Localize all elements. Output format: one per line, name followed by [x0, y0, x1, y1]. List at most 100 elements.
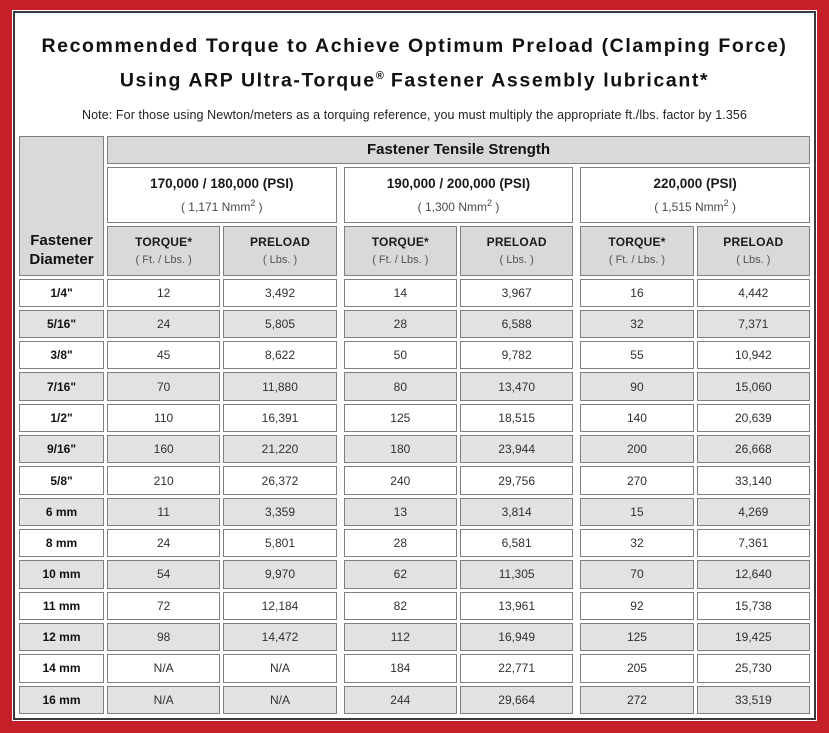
preload-value-cell: 29,664	[459, 685, 574, 714]
nmm2-text-after: )	[255, 199, 263, 214]
group-spacer	[340, 592, 341, 620]
preload-value-cell: 6,588	[459, 309, 574, 339]
torque-value-cell: 80	[343, 372, 457, 401]
group-spacer	[576, 686, 577, 714]
table-row: 3/8" 45 8,622 50 9,782 55 10,942	[19, 341, 810, 370]
group-spacer	[340, 310, 341, 338]
fastener-diameter-cell: 8 mm	[19, 529, 104, 558]
table-row: 9/16" 160 21,220 180 23,944 200 26,668	[19, 435, 810, 464]
preload-unit-label: ( Lbs. )	[499, 254, 534, 266]
torque-value-cell: 205	[580, 654, 694, 683]
group-spacer	[340, 167, 341, 223]
group-spacer	[576, 498, 577, 526]
table-row: 14 mm N/A N/A 184 22,771 205 25,730	[19, 654, 810, 683]
torque-table: Fastener Diameter Fastener Tensile Stren…	[16, 132, 813, 717]
table-row: 8 mm 24 5,801 28 6,581 32 7,361	[19, 529, 810, 558]
torque-unit-label: ( Ft. / Lbs. )	[372, 254, 429, 266]
group-spacer	[340, 466, 341, 494]
group-spacer	[576, 310, 577, 338]
preload-value-cell: 6,581	[459, 529, 574, 558]
group-spacer	[340, 341, 341, 369]
psi-group-header-2: 190,000 / 200,000 (PSI) ( 1,300 Nmm2 )	[343, 166, 574, 223]
table-body: 1/4" 12 3,492 14 3,967 16 4,442 5/16" 24 5,805 28 6…	[19, 278, 810, 714]
preload-value-cell: 20,639	[696, 403, 810, 433]
nmm2-label-1: ( 1,171 Nmm2 )	[108, 198, 336, 214]
torque-value-cell: 90	[580, 372, 694, 401]
group-spacer	[340, 372, 341, 400]
title-line2-text: Using ARP Ultra-Torque	[119, 69, 376, 92]
preload-value-cell: N/A	[223, 685, 337, 714]
preload-value-cell: 7,361	[696, 529, 810, 558]
group-spacer	[576, 529, 577, 557]
group-spacer	[576, 435, 577, 463]
fastener-diameter-cell: 1/4"	[19, 278, 104, 307]
nmm2-text-after: )	[728, 199, 737, 214]
preload-value-cell: 5,801	[223, 529, 337, 558]
preload-value-cell: 8,622	[223, 341, 337, 370]
preload-value-cell: 33,519	[696, 685, 810, 714]
preload-value-cell: 5,805	[223, 309, 337, 339]
torque-value-cell: 125	[580, 622, 694, 652]
preload-value-cell: 26,372	[223, 466, 337, 495]
group-spacer	[340, 623, 341, 651]
table-row: 5/16" 24 5,805 28 6,588 32 7,371	[19, 309, 810, 339]
preload-value-cell: 3,967	[459, 278, 574, 307]
torque-value-cell: 70	[107, 372, 221, 401]
preload-value-cell: 14,472	[223, 622, 337, 652]
torque-value-cell: 12	[107, 278, 221, 307]
fastener-diameter-cell: 9/16"	[19, 435, 104, 464]
psi-label-3: 220,000 (PSI)	[653, 175, 737, 191]
preload-value-cell: 4,269	[696, 497, 810, 526]
table-row: 11 mm 72 12,184 82 13,961 92 15,738	[19, 591, 810, 620]
torque-value-cell: 13	[343, 497, 457, 526]
preload-value-cell: 25,730	[696, 654, 810, 683]
table-row: 5/8" 210 26,372 240 29,756 270 33,140	[19, 466, 810, 495]
torque-value-cell: 210	[107, 466, 221, 495]
fastener-diameter-cell: 3/8"	[19, 341, 104, 370]
group-spacer	[340, 279, 341, 307]
nmm2-label-2: ( 1,300 Nmm2 )	[345, 198, 573, 214]
torque-unit-label: ( Ft. / Lbs. )	[608, 254, 666, 266]
group-spacer	[576, 623, 577, 651]
nmm2-superscript: 2	[486, 197, 492, 208]
torque-value-cell: 28	[343, 309, 457, 339]
preload-value-cell: 10,942	[696, 341, 810, 370]
torque-value-cell: 72	[107, 591, 221, 620]
preload-value-cell: 4,442	[696, 278, 810, 307]
torque-value-cell: 98	[107, 622, 221, 652]
torque-value-cell: 110	[107, 403, 221, 433]
group-spacer	[576, 654, 577, 682]
fastener-diameter-header-line2: Diameter	[29, 250, 94, 268]
torque-unit-label: ( Ft. / Lbs. )	[135, 254, 192, 266]
torque-value-cell: 272	[580, 685, 694, 714]
preload-value-cell: 16,391	[223, 403, 337, 433]
torque-value-cell: 28	[343, 529, 457, 558]
preload-value-cell: 19,425	[696, 622, 810, 652]
torque-value-cell: 16	[580, 278, 694, 307]
preload-value-cell: 15,060	[696, 372, 810, 401]
conversion-note: Note: For those using Newton/meters as a…	[81, 107, 747, 122]
document-panel: Recommended Torque to Achieve Optimum Pr…	[13, 11, 816, 720]
fastener-diameter-header: Fastener Diameter	[19, 135, 104, 276]
nmm2-text: ( 1,300 Nmm	[417, 199, 487, 214]
preload-value-cell: 3,492	[223, 278, 337, 307]
torque-value-cell: 55	[580, 341, 694, 370]
torque-value-cell: 140	[580, 403, 694, 433]
tensile-strength-row: Fastener Diameter Fastener Tensile Stren…	[19, 135, 810, 276]
group-spacer	[576, 466, 577, 494]
torque-value-cell: N/A	[107, 654, 221, 683]
torque-column-header-3: TORQUE* ( Ft. / Lbs. )	[580, 225, 694, 276]
torque-label: TORQUE*	[608, 235, 666, 249]
page-title-line2: Using ARP Ultra-Torque® Fastener Assembl…	[16, 61, 813, 96]
preload-column-header-1: PRELOAD ( Lbs. )	[223, 225, 337, 276]
group-spacer	[340, 435, 341, 463]
preload-value-cell: 11,880	[223, 372, 337, 401]
torque-value-cell: 82	[343, 591, 457, 620]
preload-value-cell: 26,668	[696, 435, 810, 464]
group-spacer	[340, 654, 341, 682]
torque-value-cell: 200	[580, 435, 694, 464]
torque-column-header-2: TORQUE* ( Ft. / Lbs. )	[343, 225, 457, 276]
fastener-diameter-cell: 16 mm	[19, 685, 104, 714]
torque-value-cell: 160	[107, 435, 221, 464]
fastener-diameter-cell: 1/2"	[19, 403, 104, 433]
